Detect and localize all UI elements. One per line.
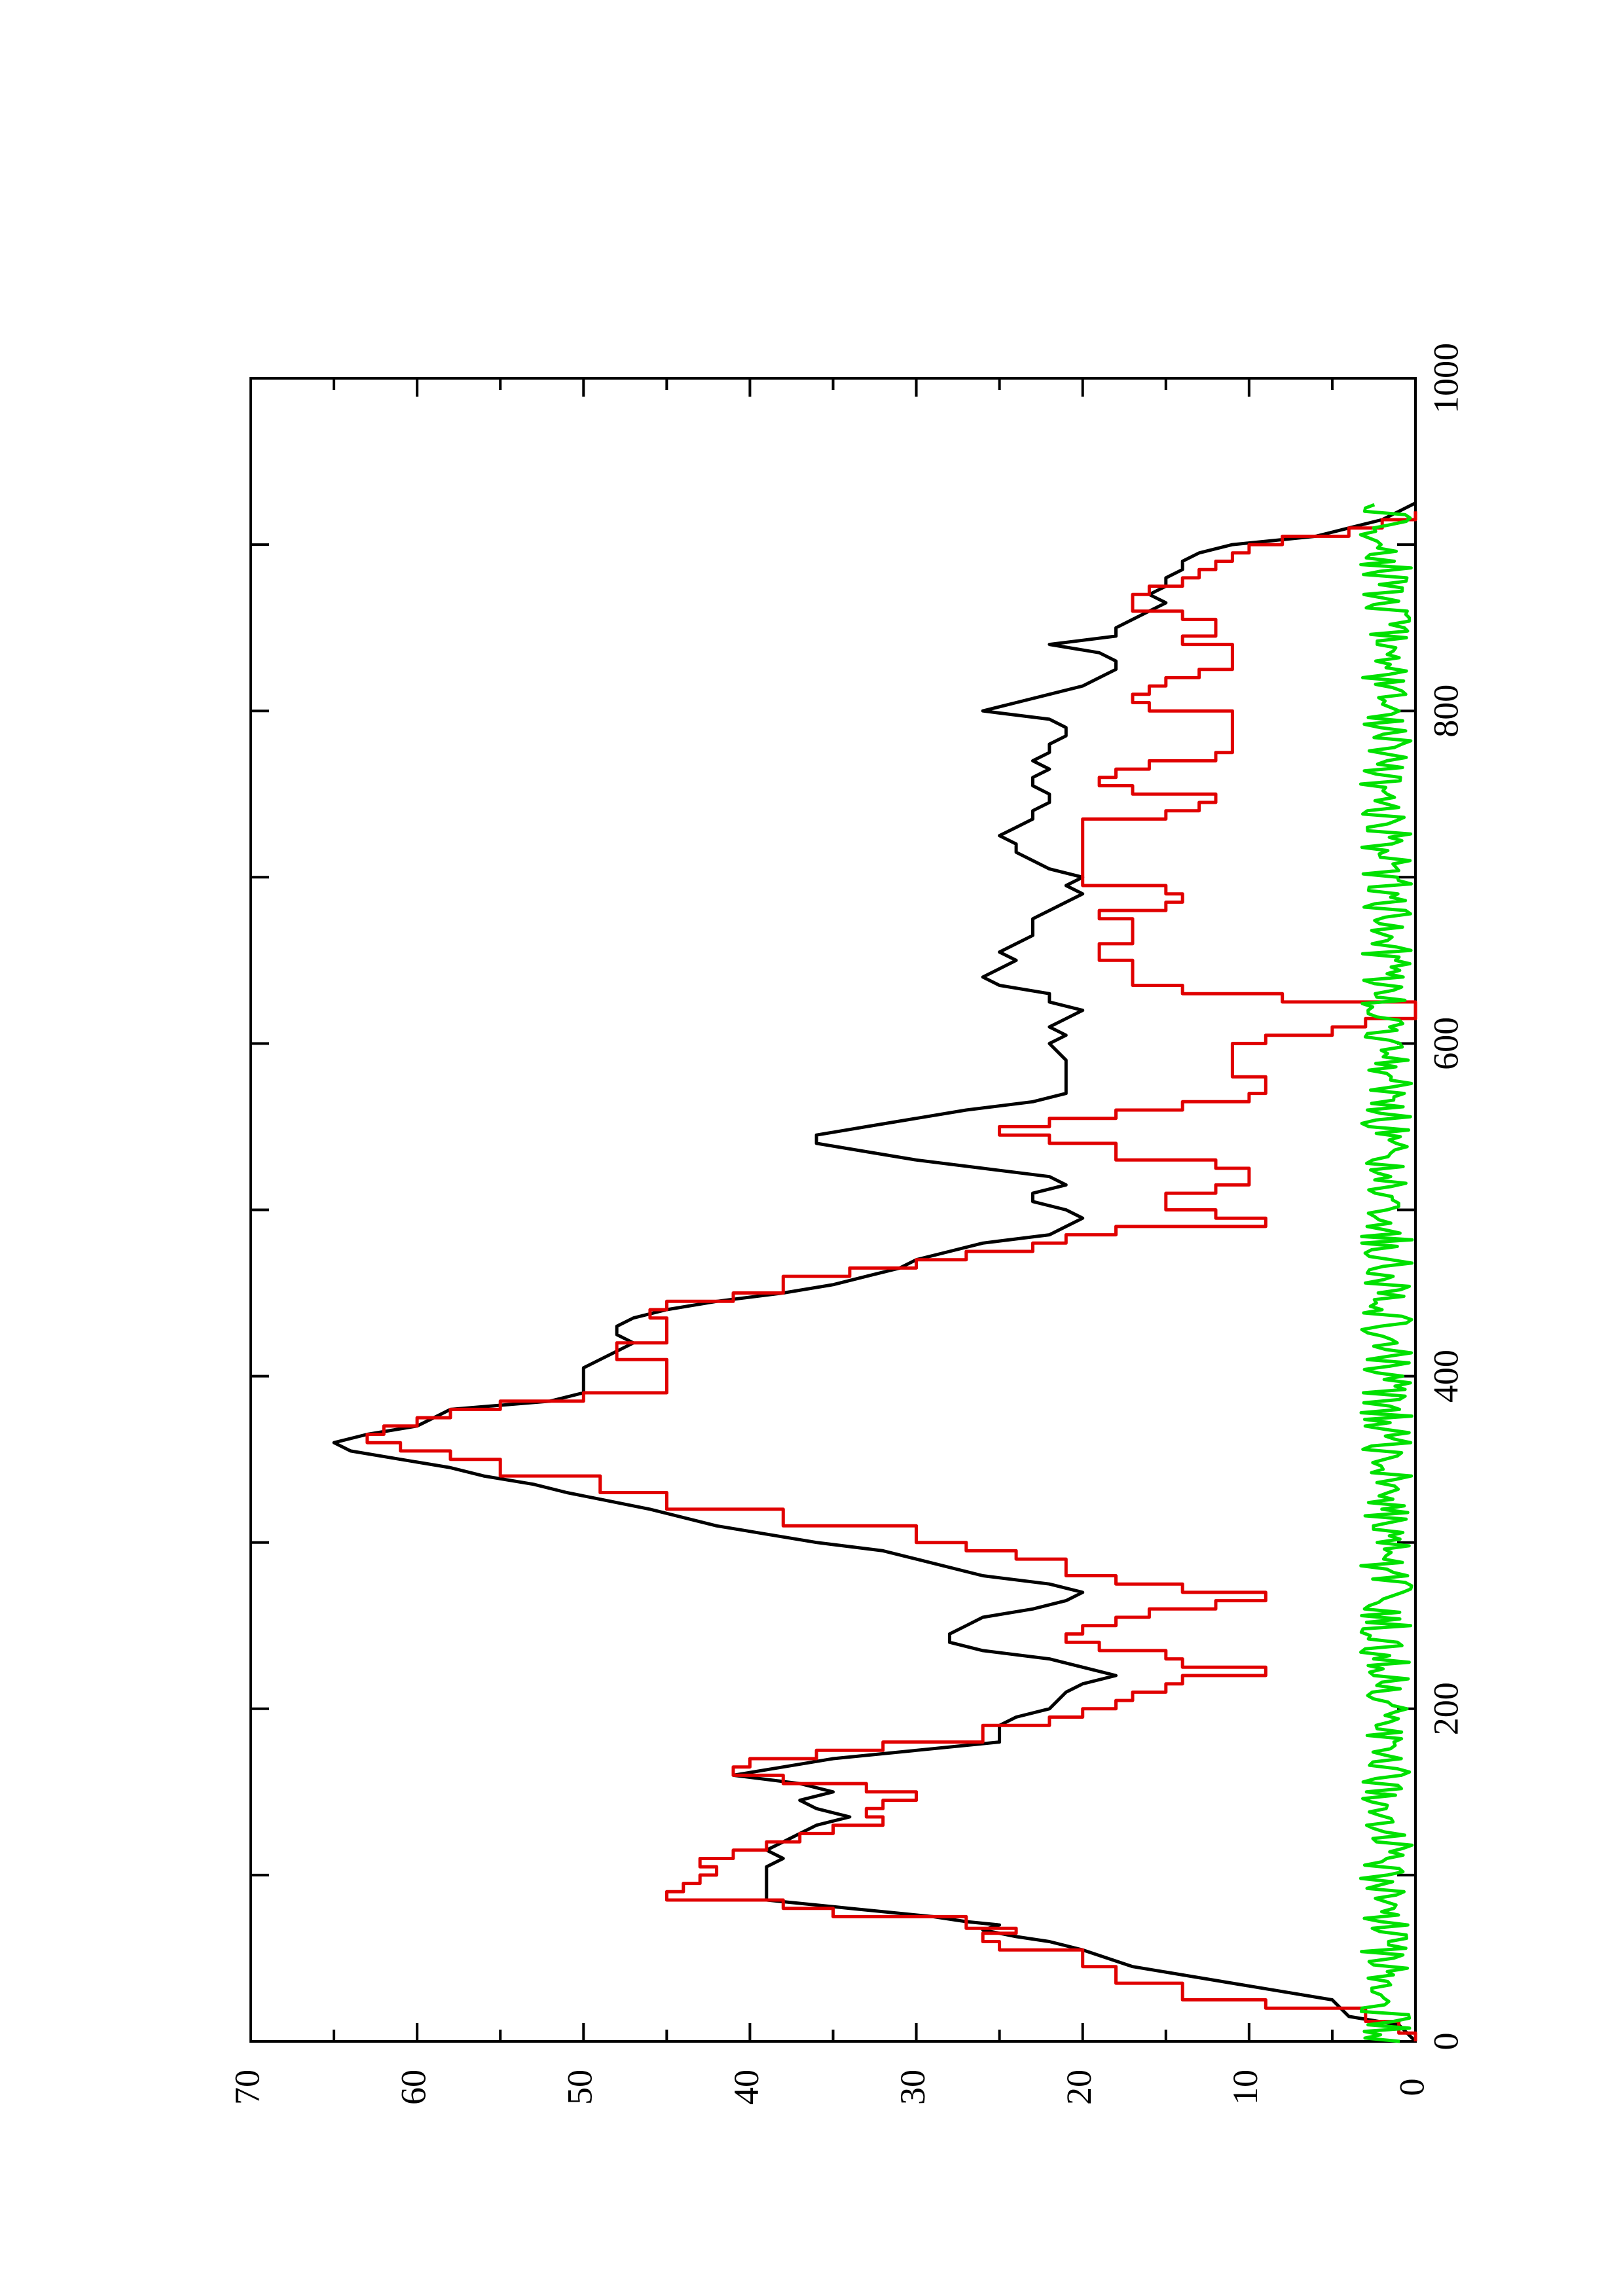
- y-tick-label: 40: [727, 2070, 766, 2105]
- x-tick-label: 0: [1426, 2033, 1465, 2051]
- y-tick-label: 20: [1059, 2070, 1099, 2105]
- y-tick-label: 0: [1392, 2079, 1431, 2096]
- tick-marks: [249, 377, 1417, 2043]
- y-tick-label: 70: [227, 2070, 266, 2105]
- series-line-1: [365, 511, 1417, 2041]
- series-line-2: [1359, 503, 1414, 2043]
- y-tick-label: 60: [394, 2070, 433, 2105]
- x-tick-label: 600: [1426, 1017, 1465, 1070]
- y-tick-label: 10: [1226, 2070, 1265, 2105]
- data-series: [332, 501, 1417, 2043]
- y-tick-label: 30: [893, 2070, 932, 2105]
- y-tick-label: 50: [560, 2070, 600, 2105]
- series-line-0: [332, 501, 1417, 2043]
- x-tick-label: 1000: [1426, 343, 1465, 414]
- x-tick-label: 400: [1426, 1350, 1465, 1403]
- x-tick-label: 200: [1426, 1682, 1465, 1735]
- tick-labels: 0 200 400 600 800 1000 0 10 20 30 40 50 60 70: [227, 343, 1465, 2105]
- x-tick-label: 800: [1426, 685, 1465, 738]
